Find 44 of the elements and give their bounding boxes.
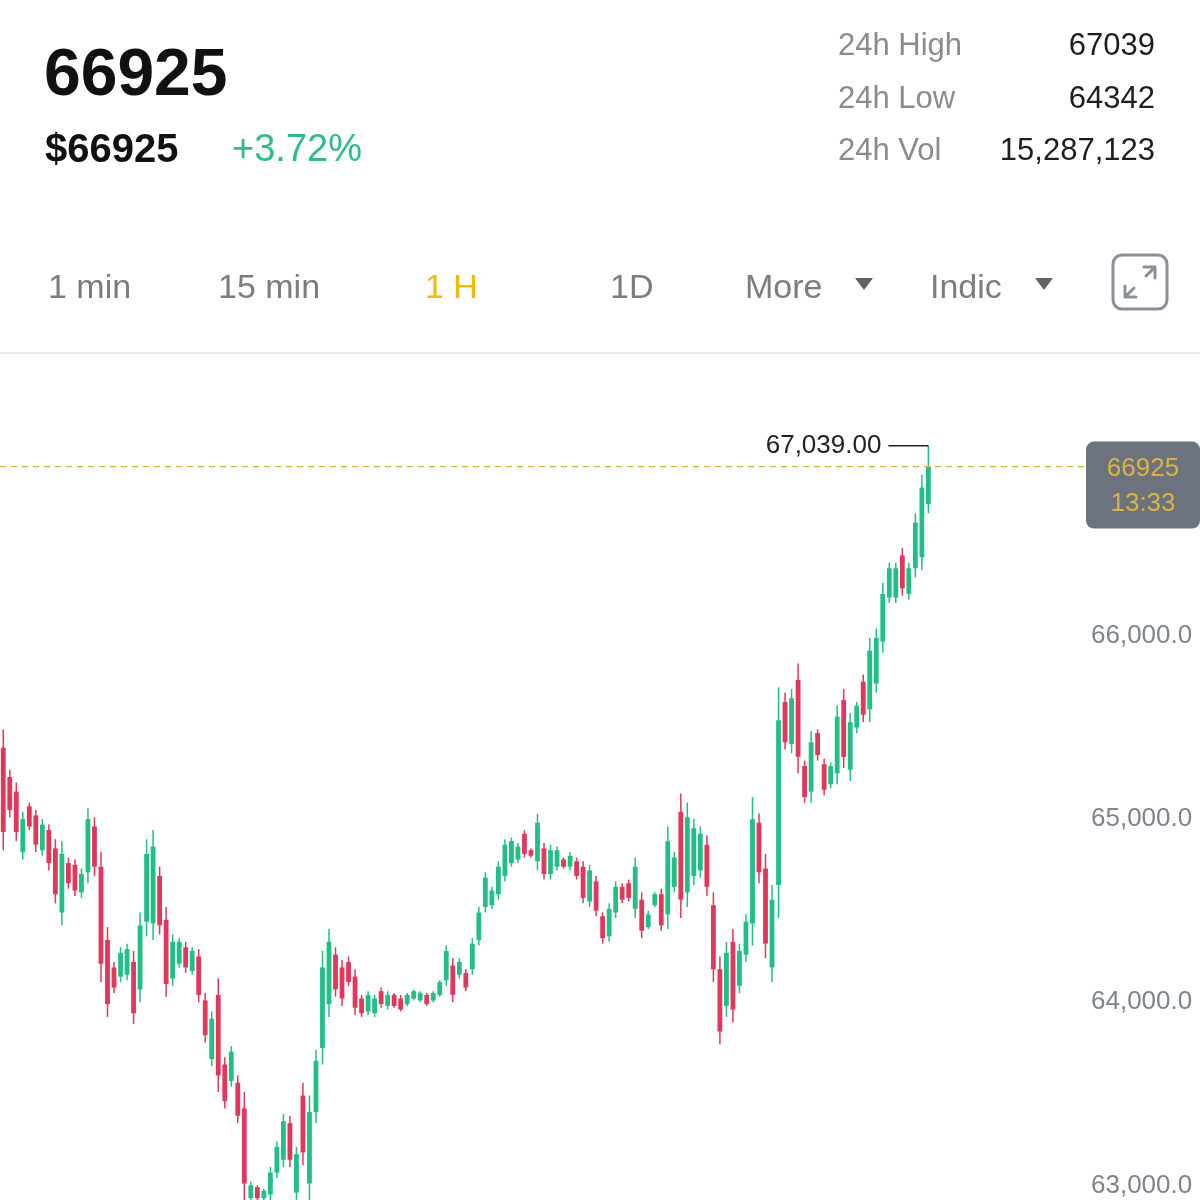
text: Indic (930, 267, 1002, 305)
candlestick (815, 728, 821, 762)
text: 67039 (1068, 26, 1155, 62)
text: 1 min (48, 267, 132, 305)
candlestick (189, 946, 195, 976)
text: More (745, 267, 823, 305)
y-tick-label: 65,000.0 (1091, 802, 1193, 833)
candlestick (378, 986, 384, 1009)
candlestick (548, 844, 553, 881)
text: 24h Vol (838, 131, 942, 167)
candlestick (79, 867, 84, 899)
text: 24h Low (838, 79, 956, 115)
candlestick (372, 994, 378, 1018)
text: 1 H (425, 267, 478, 305)
candlestick (359, 994, 364, 1018)
candlestick (574, 856, 579, 881)
candlestick (456, 957, 462, 980)
candlestick (176, 937, 182, 969)
candlestick (248, 1180, 254, 1200)
y-tick-label: 66,000.0 (1091, 619, 1193, 650)
candlestick (267, 1166, 273, 1200)
chart-title: 66925 (44, 35, 228, 109)
chart-subtitle: $66925 (45, 126, 179, 170)
ref-line-label: 66925 13:33 (1106, 451, 1180, 517)
y-tick-label: 64,000.0 (1091, 985, 1193, 1016)
text: 15,287,123 (999, 131, 1155, 167)
candlestick (66, 856, 71, 890)
candlestick (118, 946, 123, 983)
annotation: 67,039.00 (765, 428, 882, 459)
text: 24h High (838, 26, 963, 62)
candlestick (463, 968, 469, 992)
text: +3.72% (232, 127, 362, 169)
text: 15 min (218, 267, 321, 305)
candlestick (522, 829, 527, 859)
candlestick (385, 990, 391, 1011)
candlestick (645, 909, 651, 930)
text: 64342 (1068, 79, 1155, 115)
candlestick (828, 761, 834, 789)
candlestick (509, 836, 514, 868)
candlestick (183, 941, 189, 974)
candlestick (600, 911, 606, 945)
candlestick (346, 955, 351, 987)
text: 1D (610, 267, 654, 305)
y-tick-label: 63,000.0 (1091, 1168, 1193, 1199)
